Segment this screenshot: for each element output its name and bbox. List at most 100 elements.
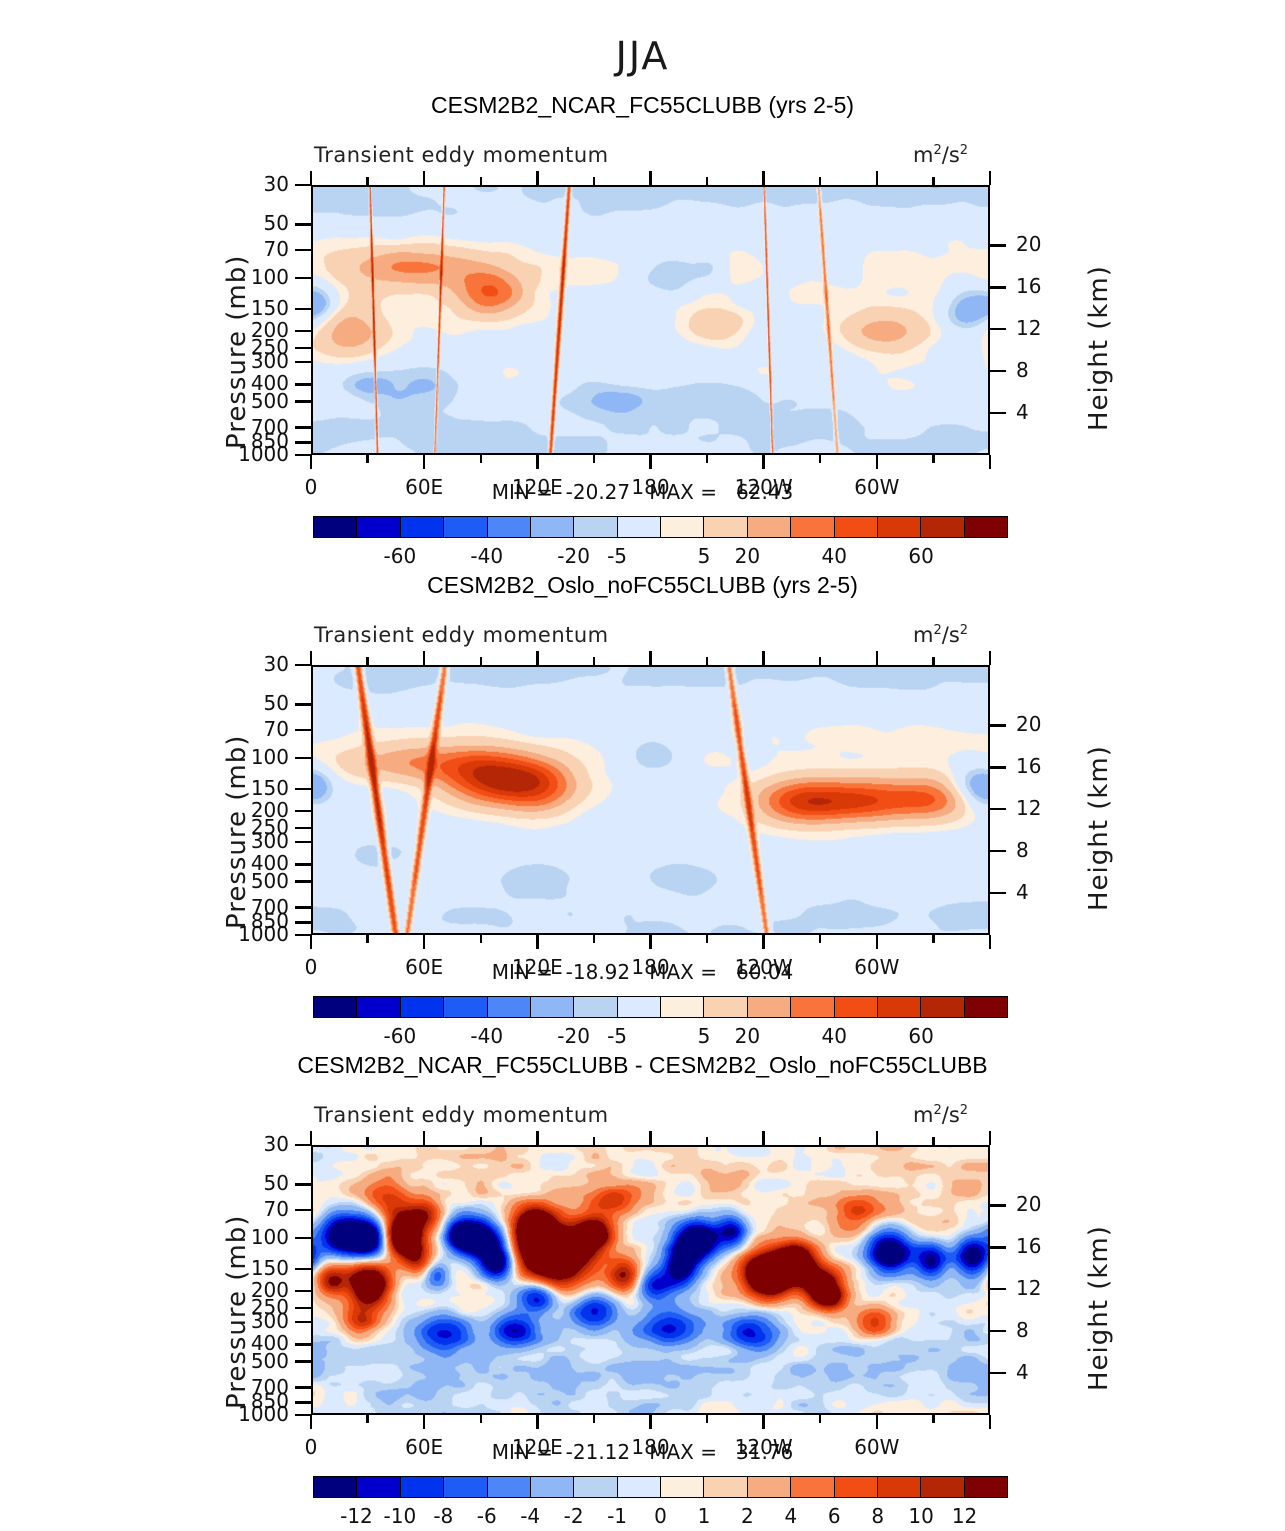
pressure-tick xyxy=(295,1209,311,1212)
colorbar-cell xyxy=(834,1477,878,1497)
height-tick-label: 20 xyxy=(1016,232,1042,257)
height-tick xyxy=(990,411,1006,415)
colorbar-cell xyxy=(964,1477,1007,1497)
pressure-tick xyxy=(295,729,311,732)
pressure-tick xyxy=(295,383,311,386)
longitude-tick-top xyxy=(762,651,765,665)
pressure-tick-label: 1000 xyxy=(238,922,289,946)
colorbar-tick-label: -2 xyxy=(563,1504,584,1528)
longitude-tick-top xyxy=(875,171,879,185)
pressure-tick xyxy=(295,329,311,333)
pressure-tick xyxy=(295,426,311,429)
colorbar-cell xyxy=(834,517,878,537)
colorbar-cell xyxy=(574,517,618,537)
contour-plot xyxy=(311,185,990,455)
pressure-tick xyxy=(295,361,311,364)
height-tick-label: 8 xyxy=(1016,1318,1029,1343)
colorbar-cell xyxy=(357,517,401,537)
colorbar-cell xyxy=(704,1477,748,1497)
height-tick-label: 4 xyxy=(1016,880,1029,905)
pressure-tick xyxy=(295,841,311,844)
height-tick-label: 8 xyxy=(1016,838,1029,863)
units-label: m2/s2 xyxy=(913,623,969,647)
pressure-tick-label: 850 xyxy=(250,909,289,934)
colorbar-tick-label: -20 xyxy=(557,544,590,568)
colorbar-tick-label: -8 xyxy=(433,1504,454,1528)
longitude-tick xyxy=(988,1415,992,1429)
colorbar-tick-label: 10 xyxy=(908,1504,934,1528)
longitude-tick-label: 120E xyxy=(511,1435,563,1459)
longitude-tick-top xyxy=(479,1137,482,1145)
colorbar-cell xyxy=(487,517,531,537)
contour-canvas xyxy=(313,1147,988,1413)
colorbar-cell xyxy=(574,1477,618,1497)
pressure-tick-label: 250 xyxy=(250,335,289,360)
contour-plot xyxy=(311,665,990,935)
longitude-tick xyxy=(366,455,369,463)
longitude-tick-label: 60W xyxy=(854,475,900,499)
longitude-tick xyxy=(705,1415,709,1423)
longitude-tick xyxy=(762,935,765,949)
longitude-tick xyxy=(819,935,822,943)
pressure-tick-label: 1000 xyxy=(238,442,289,466)
longitude-tick xyxy=(649,1415,652,1429)
pressure-tick xyxy=(295,1401,311,1404)
colorbar-cell xyxy=(444,1477,488,1497)
longitude-tick xyxy=(422,935,426,949)
units-label: m2/s2 xyxy=(913,143,969,167)
contour-canvas xyxy=(313,187,988,453)
pressure-tick-label: 100 xyxy=(250,1224,289,1249)
longitude-tick xyxy=(592,935,596,943)
colorbar-tick-label: -5 xyxy=(607,1024,628,1048)
longitude-tick-top xyxy=(366,177,369,185)
pressure-tick-label: 700 xyxy=(250,1374,289,1399)
longitude-tick-top xyxy=(649,1131,652,1145)
longitude-tick-top xyxy=(762,1131,765,1145)
colorbar-cell xyxy=(921,997,965,1017)
longitude-tick-top xyxy=(479,657,482,665)
pressure-tick-label: 100 xyxy=(250,744,289,769)
pressure-tick-label: 70 xyxy=(263,237,289,262)
pressure-tick-label: 200 xyxy=(250,1278,289,1303)
pressure-tick xyxy=(295,1413,311,1417)
pressure-tick xyxy=(295,1343,311,1346)
colorbar-tick-label: -40 xyxy=(470,544,504,568)
longitude-tick xyxy=(479,935,482,943)
longitude-tick xyxy=(875,935,879,949)
height-tick xyxy=(990,808,1006,811)
colorbar-cell xyxy=(747,1477,792,1497)
height-tick xyxy=(990,1246,1006,1249)
longitude-tick xyxy=(592,455,596,463)
colorbar-tick-label: -10 xyxy=(383,1504,417,1528)
height-tick xyxy=(990,724,1006,727)
longitude-tick-top xyxy=(988,1131,992,1145)
pressure-tick xyxy=(295,809,311,813)
height-tick xyxy=(990,369,1006,373)
longitude-tick-label: 180 xyxy=(631,475,670,499)
colorbar-tick-label: 0 xyxy=(654,1504,667,1528)
pressure-tick xyxy=(295,663,311,667)
pressure-tick-label: 30 xyxy=(263,652,289,676)
colorbar-tick-label: 12 xyxy=(951,1504,978,1528)
pressure-tick-label: 300 xyxy=(250,829,289,854)
longitude-tick xyxy=(705,935,709,943)
longitude-tick-top xyxy=(536,171,539,185)
pressure-tick-label: 1000 xyxy=(238,1402,289,1426)
longitude-tick-label: 60E xyxy=(405,1435,444,1459)
height-tick xyxy=(990,849,1006,853)
minmax-label: MIN = -20.27 MAX = 62.43 xyxy=(491,480,794,504)
longitude-tick xyxy=(988,935,992,949)
colorbar-tick-label: -20 xyxy=(557,1024,590,1048)
pressure-tick xyxy=(295,441,311,444)
longitude-tick-top xyxy=(988,651,992,665)
longitude-tick-top xyxy=(875,651,879,665)
longitude-tick-top xyxy=(762,171,765,185)
colorbar-cell xyxy=(877,1477,922,1497)
height-tick-label: 12 xyxy=(1016,796,1042,821)
longitude-tick xyxy=(875,1415,879,1429)
longitude-tick xyxy=(479,1415,482,1423)
pressure-tick-label: 850 xyxy=(250,429,289,454)
colorbar-cell xyxy=(877,997,922,1017)
longitude-tick xyxy=(649,935,652,949)
